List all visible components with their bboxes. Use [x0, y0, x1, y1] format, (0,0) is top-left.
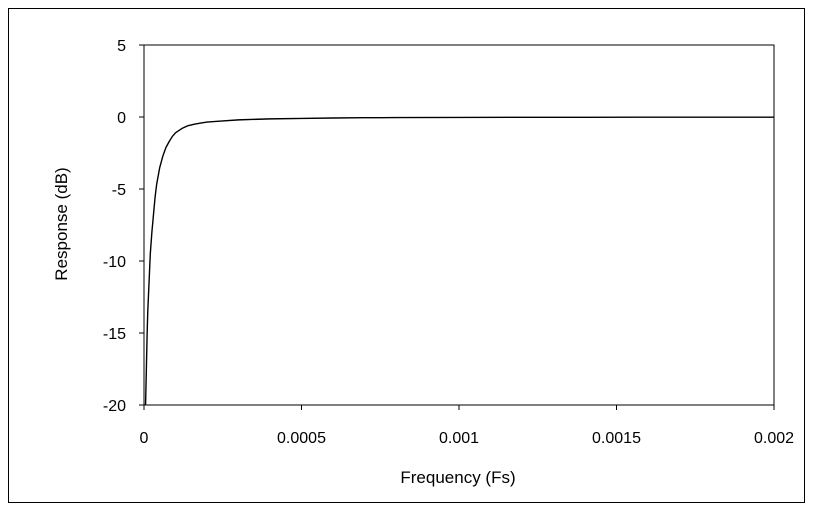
y-tick-label: 5: [117, 38, 126, 55]
y-tick-label: -15: [103, 326, 126, 343]
chart-frame: [8, 8, 805, 503]
plot-area: [143, 44, 775, 406]
y-tick-label: -10: [103, 254, 126, 271]
x-tick-label: 0.001: [439, 430, 479, 447]
x-tick-label: 0.0015: [592, 430, 641, 447]
x-axis-label: Frequency (Fs): [400, 468, 515, 487]
y-tick-label: 0: [117, 110, 126, 127]
y-axis-label: Response (dB): [52, 167, 71, 280]
y-tick-label: -5: [112, 182, 126, 199]
response-series-line: [144, 116, 774, 406]
x-tick-label: 0.0005: [277, 430, 326, 447]
x-tick-label: 0.002: [754, 430, 794, 447]
y-tick-label: -20: [103, 398, 126, 415]
x-tick-label: 0: [140, 430, 149, 447]
